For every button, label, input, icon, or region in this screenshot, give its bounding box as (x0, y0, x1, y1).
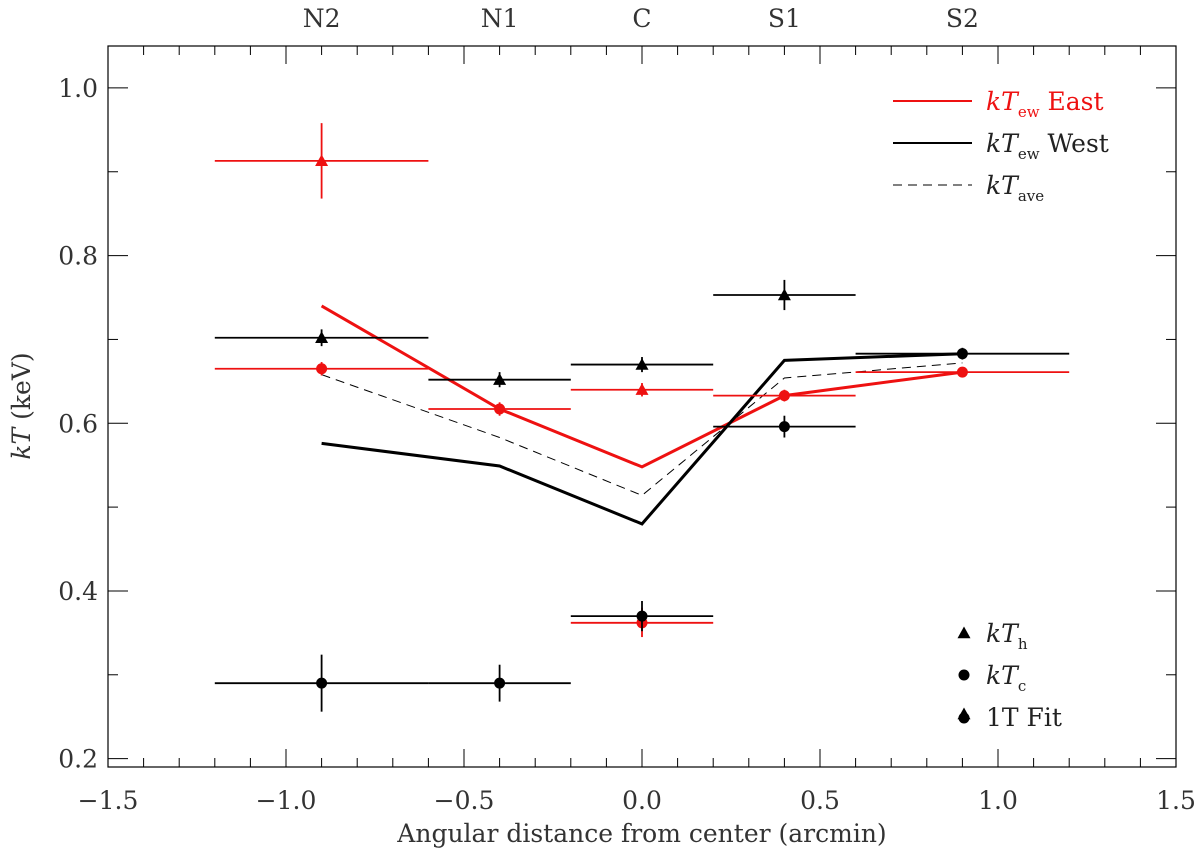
y-tick-label: 1.0 (58, 74, 98, 103)
data-point-west (428, 372, 571, 388)
triangle-marker (315, 331, 329, 343)
triangle-marker (315, 154, 329, 167)
legend-marker-text: 1T Fit (986, 703, 1062, 732)
legend-kt: kT (986, 619, 1020, 648)
model-lines (320, 304, 963, 526)
data-point-east (855, 366, 1070, 378)
legend-suffix: East (1040, 87, 1104, 116)
data-point-west (214, 329, 429, 347)
legend-kt: kT (986, 661, 1020, 690)
legend-marker-text: kTh (986, 619, 1028, 653)
legend-line-text: kTew West (986, 129, 1109, 163)
y-axis-label-kt: kT (7, 425, 36, 459)
legend-kt: kT (986, 129, 1020, 158)
triangle-marker (493, 373, 507, 385)
y-tick-label: 0.6 (58, 409, 98, 438)
circle-marker (316, 363, 328, 375)
line-kt-ew-west (321, 352, 963, 526)
region-labels: N2 N1 C S1 S2 (303, 4, 979, 33)
legend-triangle-marker (957, 626, 971, 639)
data-point-east (428, 402, 571, 416)
circle-marker (494, 677, 506, 689)
legend-line-text: kTave (986, 171, 1044, 205)
data-point-west (855, 347, 1070, 360)
triangle-marker (635, 358, 649, 370)
legend-marker-text: kTc (986, 661, 1026, 695)
legend-kt: kT (986, 87, 1020, 116)
y-axis-ticks: 0.2 0.4 0.6 0.8 1.0 (58, 74, 1176, 774)
x-tick-label: 1.0 (978, 786, 1018, 815)
data-point-east (214, 362, 429, 376)
data-point-west (214, 654, 429, 712)
legend-sub: ave (1018, 187, 1044, 205)
region-label: N1 (481, 4, 519, 33)
legend-sub: c (1018, 677, 1026, 695)
y-axis-label-unit: (keV) (7, 352, 36, 427)
legend-triangle-marker (957, 707, 971, 720)
region-label: C (632, 4, 651, 33)
x-tick-label: 0.5 (800, 786, 840, 815)
circle-marker (494, 403, 506, 415)
data-point-west (713, 279, 856, 311)
line-kt-ave (321, 362, 963, 496)
legend-kt: kT (986, 171, 1020, 200)
circle-marker (778, 390, 790, 402)
circle-marker (316, 677, 328, 689)
line-kt-ew-east (320, 304, 963, 469)
y-tick-label: 0.4 (58, 577, 98, 606)
region-label: S2 (946, 4, 979, 33)
triangle-marker (635, 383, 649, 395)
legend-sub: h (1018, 635, 1028, 653)
data-point-east (713, 389, 856, 402)
region-label: S1 (768, 4, 801, 33)
x-axis-label: Angular distance from center (arcmin) (396, 819, 886, 848)
legend-sub: ew (1018, 103, 1040, 121)
circle-marker (956, 366, 968, 378)
data-point-west (713, 415, 856, 438)
data-point-west (570, 357, 714, 373)
legend-sub: ew (1018, 145, 1040, 163)
x-tick-label: −1.0 (256, 786, 317, 815)
region-label: N2 (303, 4, 341, 33)
y-tick-label: 0.2 (58, 745, 98, 774)
data-point-west (428, 664, 571, 702)
x-tick-label: 0.0 (622, 786, 662, 815)
x-tick-label: −1.5 (78, 786, 139, 815)
legend-line-text: kTew East (986, 87, 1104, 121)
circle-marker (636, 610, 648, 622)
legend-suffix: West (1040, 129, 1109, 158)
y-tick-label: 0.8 (58, 242, 98, 271)
circle-marker (956, 348, 968, 360)
y-axis-label: kT (keV) (7, 352, 36, 459)
data-point-east (570, 383, 714, 397)
circle-marker (778, 421, 790, 433)
x-tick-label: 1.5 (1156, 786, 1196, 815)
data-point-west (570, 601, 714, 632)
data-points (214, 123, 1070, 712)
x-axis-ticks: −1.5 −1.0 −0.5 0.0 0.5 1.0 1.5 (78, 46, 1196, 815)
legend-circle-marker (958, 669, 970, 681)
triangle-marker (777, 288, 791, 301)
x-tick-label: −0.5 (434, 786, 495, 815)
data-point-east (214, 123, 429, 199)
